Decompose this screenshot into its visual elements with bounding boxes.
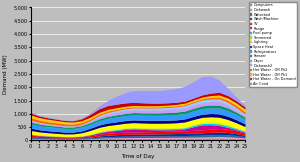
Legend: Computers, Dishwash, Waterbed, Wash/Machine, TV, Range, Pool pump, Simmered, Lig: Computers, Dishwash, Waterbed, Wash/Mach… [249, 2, 297, 87]
Y-axis label: Demand (MW): Demand (MW) [3, 54, 8, 94]
X-axis label: Time of Day: Time of Day [121, 154, 154, 159]
